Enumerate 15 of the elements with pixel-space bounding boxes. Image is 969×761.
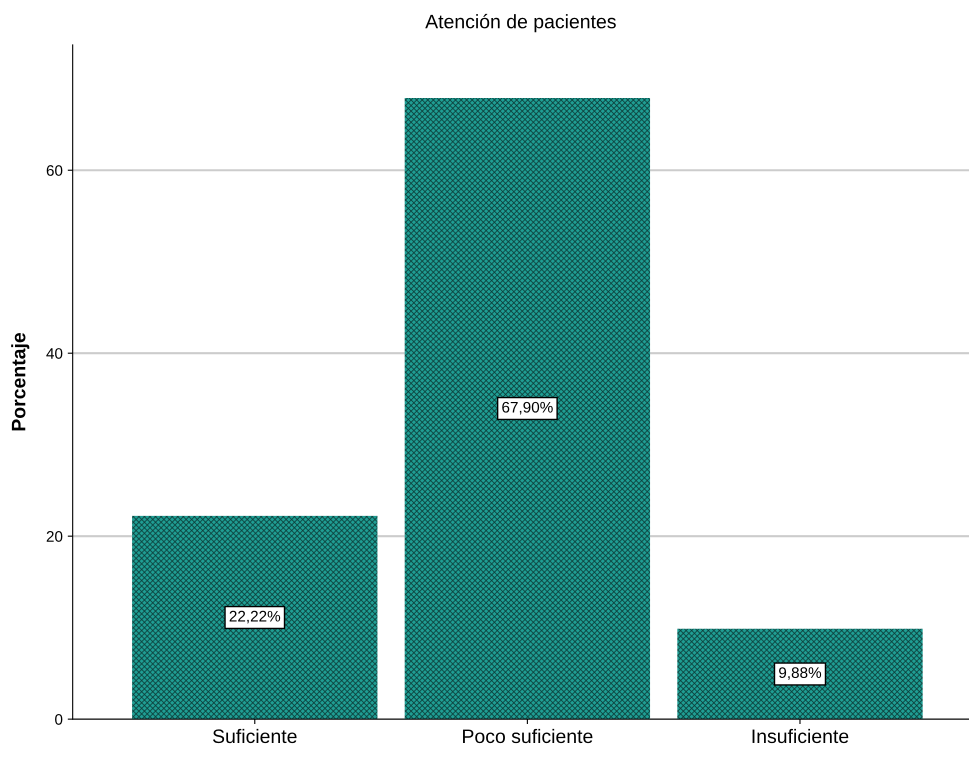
bar: [404, 98, 650, 720]
data-label: 22,22%: [230, 610, 280, 624]
y-axis-title: Porcentaje: [11, 332, 30, 430]
data-label: 9,88%: [779, 667, 822, 680]
data-label: 67,90%: [502, 402, 553, 414]
y-tick-label: 20: [46, 531, 62, 542]
x-tick-label: Suficiente: [212, 728, 297, 744]
y-tick-label: 0: [55, 714, 62, 725]
y-tick-label: 40: [46, 348, 62, 359]
y-tick-label: 60: [46, 165, 62, 176]
bar: [677, 628, 923, 720]
chart-title: Atención de pacientes: [425, 14, 616, 32]
x-tick-label: Insuficiente: [752, 728, 848, 744]
x-tick-label: Poco suficiente: [463, 728, 592, 744]
bar: [132, 516, 378, 720]
